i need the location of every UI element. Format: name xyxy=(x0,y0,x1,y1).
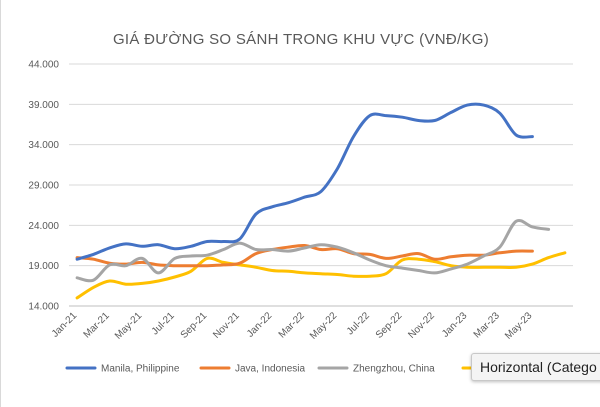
y-tick-label: 24.000 xyxy=(28,221,59,232)
x-tick-label: May-21 xyxy=(113,310,145,342)
x-axis-ticks: Jan-21 Mar-21 May-21 Jul-21 Sep-21 Nov-21 Jan-… xyxy=(50,310,535,342)
x-tick-label: Nov-22 xyxy=(406,310,437,341)
x-tick-label: Jul-22 xyxy=(345,310,372,337)
x-tick-label: Mar-22 xyxy=(277,310,307,340)
x-tick-label: Jan-22 xyxy=(245,310,275,340)
y-axis-ticks: 14.000 19.000 24.000 29.000 34.000 39.000 44.0… xyxy=(28,60,59,313)
x-tick-label: Sep-21 xyxy=(179,310,210,341)
y-tick-label: 29.000 xyxy=(28,181,59,192)
legend-label: Manila, Philippine xyxy=(101,364,180,375)
y-tick-label: 44.000 xyxy=(28,60,59,71)
x-tick-label: Jan-21 xyxy=(50,310,80,340)
x-tick-label: Mar-21 xyxy=(82,310,112,340)
x-tick-label: Sep-22 xyxy=(374,310,405,341)
chart-title: GIÁ ĐƯỜNG SO SÁNH TRONG KHU VỰC (VNĐ/KG) xyxy=(113,31,489,48)
legend: Manila, Philippine Java, Indonesia Zhengzh… xyxy=(65,364,493,375)
series-lines xyxy=(75,102,567,300)
y-tick-label: 39.000 xyxy=(28,100,59,111)
x-tick-label: May-23 xyxy=(503,310,535,342)
x-tick-label: May-22 xyxy=(308,310,340,342)
series-line-horizontal-catego xyxy=(75,251,567,300)
series-line-zhengzhou-china xyxy=(75,219,551,283)
legend-label: Zhengzhou, China xyxy=(353,364,435,375)
legend-label: Java, Indonesia xyxy=(235,364,305,375)
y-tick-label: 14.000 xyxy=(28,302,59,313)
series-line-manila-philippine xyxy=(75,102,534,261)
x-tick-label: Jul-21 xyxy=(150,310,177,337)
y-tick-label: 34.000 xyxy=(28,140,59,151)
y-tick-label: 19.000 xyxy=(28,261,59,272)
x-tick-label: Mar-23 xyxy=(472,310,502,340)
series-tooltip: Horizontal (Catego xyxy=(471,353,600,381)
x-tick-label: Nov-21 xyxy=(211,310,242,341)
gridlines xyxy=(69,63,573,267)
series-line-java-indonesia xyxy=(75,243,534,268)
x-tick-label: Jan-23 xyxy=(440,310,470,340)
